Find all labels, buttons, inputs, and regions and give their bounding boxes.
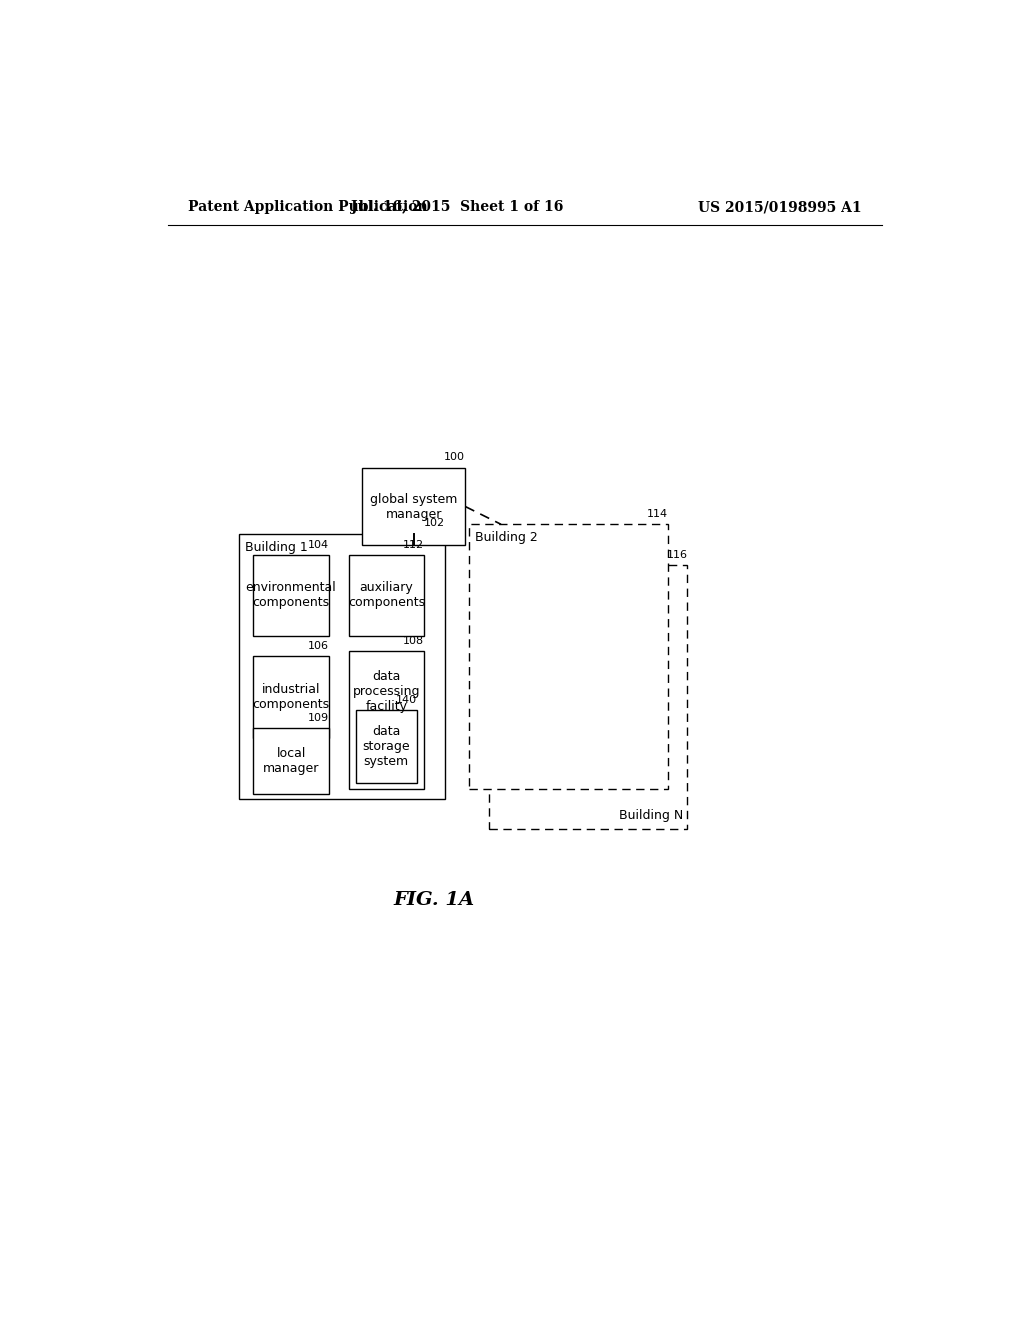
- Bar: [362, 469, 465, 545]
- Text: 100: 100: [444, 453, 465, 462]
- Text: 109: 109: [307, 713, 329, 722]
- Text: Jul. 16, 2015  Sheet 1 of 16: Jul. 16, 2015 Sheet 1 of 16: [351, 201, 563, 214]
- Bar: [489, 565, 687, 829]
- Bar: [348, 651, 424, 788]
- Text: global system
manager: global system manager: [370, 492, 458, 520]
- Text: 106: 106: [308, 642, 329, 651]
- Bar: [253, 727, 329, 793]
- Text: 116: 116: [667, 550, 687, 560]
- Text: Building 2: Building 2: [475, 532, 538, 544]
- Bar: [469, 524, 668, 788]
- Text: Building N: Building N: [620, 809, 684, 822]
- Text: 140: 140: [395, 696, 417, 705]
- Text: 108: 108: [402, 636, 424, 647]
- Text: environmental
components: environmental components: [246, 581, 337, 610]
- Text: FIG. 1A: FIG. 1A: [393, 891, 474, 909]
- Text: 102: 102: [424, 519, 445, 528]
- Text: US 2015/0198995 A1: US 2015/0198995 A1: [698, 201, 862, 214]
- Bar: [253, 554, 329, 636]
- Bar: [240, 535, 445, 799]
- Bar: [253, 656, 329, 738]
- Text: Patent Application Publication: Patent Application Publication: [187, 201, 427, 214]
- Text: Building 1: Building 1: [245, 541, 307, 553]
- Text: industrial
components: industrial components: [253, 682, 330, 711]
- Text: 112: 112: [402, 540, 424, 549]
- Text: auxiliary
components: auxiliary components: [348, 581, 425, 610]
- Text: data
storage
system: data storage system: [362, 726, 411, 768]
- Text: local
manager: local manager: [263, 747, 319, 775]
- Text: data
processing
facility: data processing facility: [352, 669, 420, 713]
- Bar: [355, 710, 417, 784]
- Text: 114: 114: [646, 510, 668, 519]
- Text: 104: 104: [307, 540, 329, 549]
- Bar: [348, 554, 424, 636]
